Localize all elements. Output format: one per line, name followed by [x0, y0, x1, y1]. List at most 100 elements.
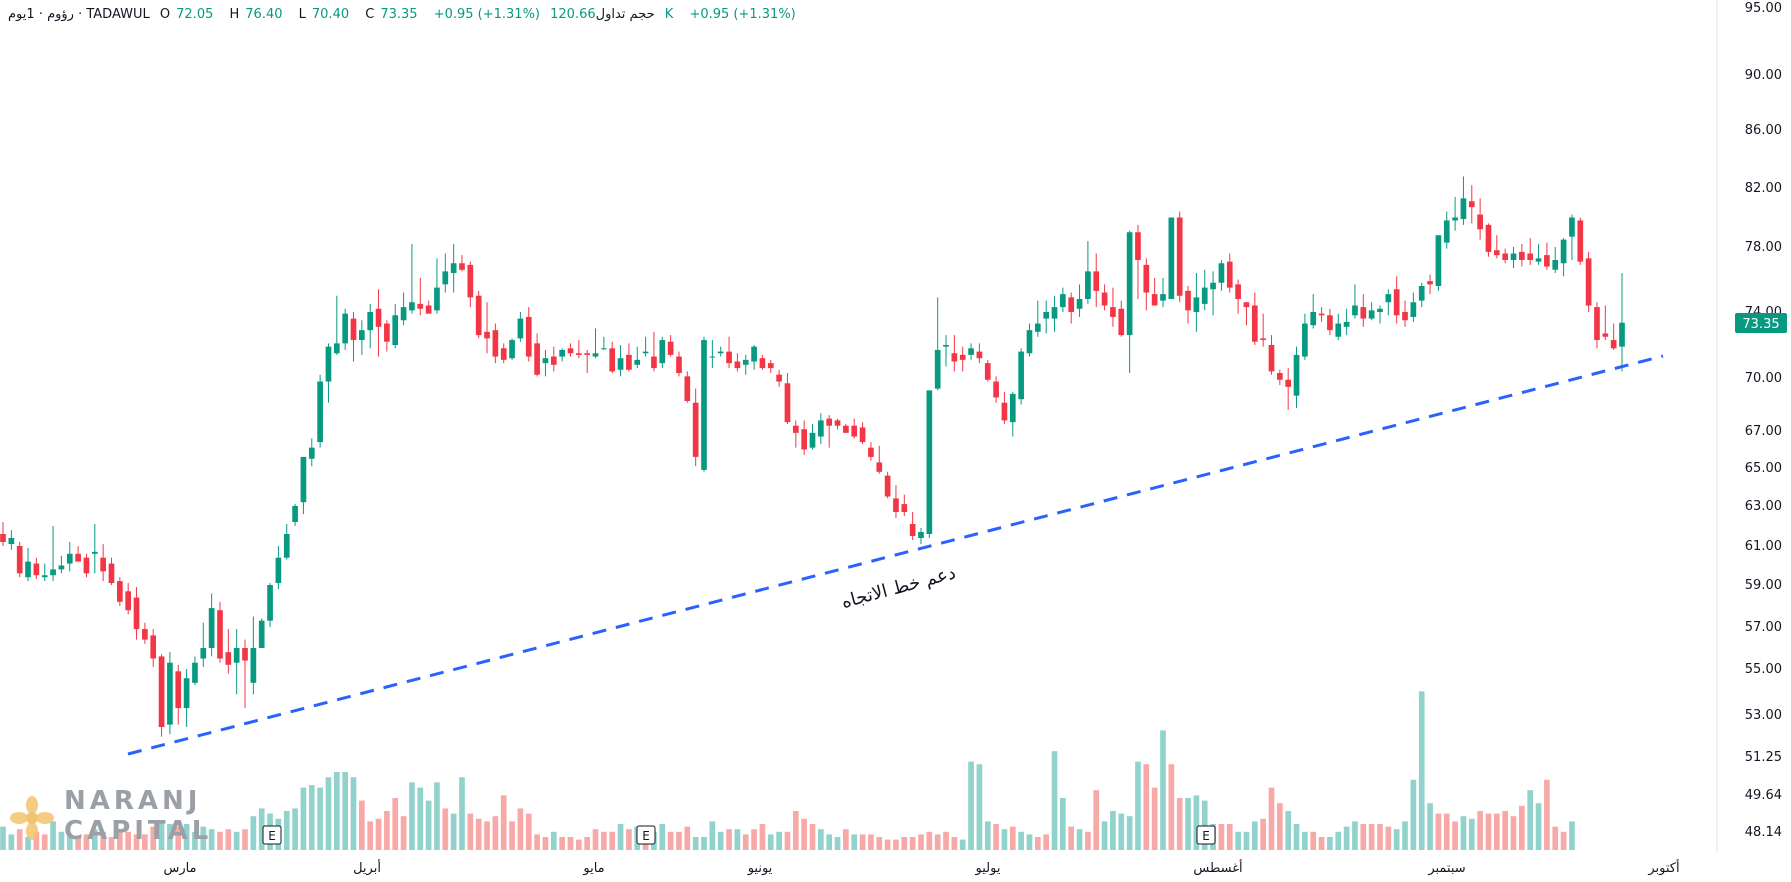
candle-body — [50, 569, 56, 576]
candle-body — [325, 346, 332, 382]
candle-body — [1560, 239, 1567, 264]
candle — [626, 343, 632, 372]
candle — [1151, 277, 1158, 306]
volume-bar — [1085, 831, 1091, 850]
volume-bar — [592, 829, 599, 850]
candle-body — [1126, 232, 1133, 336]
candle — [1093, 253, 1100, 308]
candle — [409, 244, 415, 314]
symbol-label[interactable]: رؤوم · 1يوم · TADAWUL — [8, 7, 150, 22]
candle-body — [417, 303, 424, 309]
candle — [976, 343, 983, 364]
volume-bar — [1402, 821, 1408, 850]
earnings-marker-box[interactable] — [636, 825, 656, 845]
candle-body — [550, 356, 557, 365]
candle-body — [1335, 323, 1342, 337]
candle-body — [1418, 286, 1425, 301]
volume-bar — [475, 818, 482, 850]
candle-body — [626, 354, 632, 370]
volume-bar — [884, 839, 891, 850]
trendline[interactable] — [127, 354, 1664, 756]
candle — [242, 639, 248, 709]
volume-bar — [384, 811, 390, 850]
candle — [1460, 176, 1467, 225]
y-tick-label: 61.00 — [1745, 539, 1782, 554]
candle-body — [1110, 307, 1116, 317]
y-tick-label: 57.00 — [1745, 620, 1782, 635]
price-axis[interactable]: 95.0090.0086.0082.0078.0074.0070.0067.00… — [1745, 1, 1782, 840]
candle-body — [993, 381, 999, 398]
candle — [1302, 313, 1308, 360]
candle — [1610, 323, 1617, 350]
candle — [1268, 335, 1275, 375]
volume-bar — [0, 826, 6, 850]
x-tick-label: يونيو — [747, 861, 773, 876]
volume-bar — [1519, 805, 1525, 850]
candle — [1051, 295, 1058, 332]
candle-body — [525, 316, 532, 357]
candle — [592, 328, 599, 359]
candle — [993, 376, 999, 403]
candle — [267, 583, 273, 627]
volume-bar — [1018, 831, 1024, 850]
candle — [66, 542, 73, 572]
candle — [1043, 300, 1050, 334]
volume-bar — [1226, 824, 1233, 850]
volume-bar — [250, 816, 257, 850]
earnings-marker-box[interactable] — [262, 825, 282, 845]
volume-bar — [217, 831, 223, 850]
candle — [175, 664, 182, 725]
volume-value: 120.66 K — [550, 7, 674, 22]
candle — [392, 303, 399, 349]
x-tick-label: أغسطس — [1193, 859, 1242, 876]
volume-bar — [1277, 803, 1283, 850]
volume-bar — [258, 808, 265, 850]
volume-bar — [1343, 826, 1350, 850]
candle — [876, 445, 883, 474]
volume-bar — [1026, 834, 1033, 850]
candle-body — [91, 551, 98, 554]
volume-bar — [742, 834, 749, 850]
volume-bar — [1418, 691, 1425, 850]
volume-bar — [1118, 813, 1125, 850]
candle — [517, 312, 524, 342]
candle-body — [959, 354, 966, 360]
volume-bar — [851, 834, 858, 850]
candle — [601, 336, 607, 350]
candle-body — [409, 302, 415, 311]
volume-bar — [1251, 821, 1258, 850]
candle — [1176, 211, 1183, 303]
candle-body — [692, 402, 699, 457]
volume-bar — [1218, 824, 1225, 850]
candle — [651, 331, 657, 372]
candle-body — [1176, 217, 1183, 296]
candle — [742, 354, 749, 375]
volume-bar — [434, 782, 440, 850]
volume-label: حجم تداول — [595, 7, 655, 22]
candle-body — [16, 546, 23, 574]
candle — [133, 587, 140, 640]
candle-body — [267, 585, 273, 621]
candle-body — [1285, 379, 1292, 387]
volume-bar — [1368, 824, 1375, 850]
candle — [434, 258, 440, 314]
volume-bar — [1443, 813, 1450, 850]
earnings-marker-box[interactable] — [1196, 825, 1216, 845]
volume-bar — [1176, 798, 1183, 850]
time-axis[interactable]: مارس أبريل مايو يونيو يوليو أغسطس سبتمبر أكتوبر — [163, 859, 1679, 876]
candle — [1535, 244, 1542, 265]
volume-bar — [1393, 829, 1400, 850]
y-tick-label: 78.00 — [1745, 240, 1782, 255]
candle-body — [1034, 323, 1041, 332]
candle — [1218, 260, 1225, 291]
volume-bar — [1260, 818, 1266, 850]
candle — [1427, 274, 1433, 295]
candle — [50, 526, 56, 582]
candle — [550, 346, 557, 372]
candle-body — [1043, 312, 1050, 319]
volume-bar — [1510, 816, 1517, 850]
candle-body — [1485, 224, 1492, 252]
candle — [1477, 198, 1483, 240]
